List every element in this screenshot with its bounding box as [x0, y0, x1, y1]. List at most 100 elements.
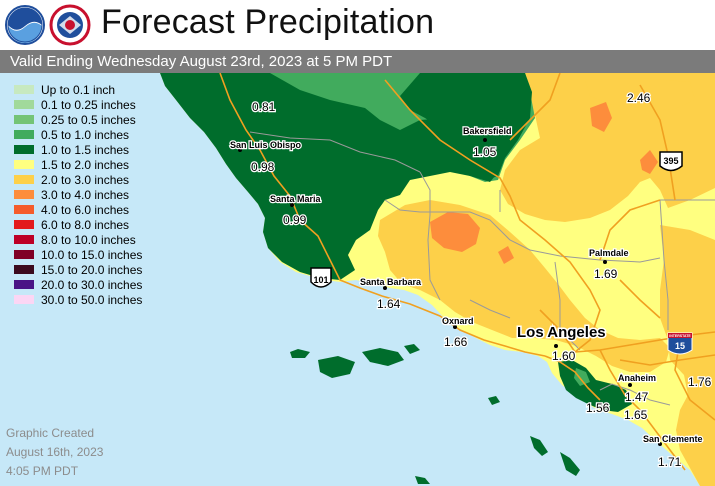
- city-label-los-angeles: Los Angeles: [517, 324, 606, 341]
- legend-item: 0.5 to 1.0 inches: [14, 127, 142, 142]
- island-6: [530, 436, 548, 456]
- island-5: [488, 396, 500, 405]
- city-label-san-luis-obispo: San Luis Obispo: [230, 140, 302, 150]
- legend-label: 0.1 to 0.25 inches: [41, 97, 136, 112]
- island-7: [560, 452, 580, 476]
- island-8: [415, 476, 430, 484]
- precip-value: 2.46: [627, 91, 651, 105]
- land-light-orange-east: [500, 73, 715, 222]
- noaa-logo-icon: [5, 5, 45, 45]
- legend: Up to 0.1 inch 0.1 to 0.25 inches 0.25 to …: [14, 82, 142, 307]
- land-orange-2: [590, 102, 612, 132]
- legend-item: 15.0 to 20.0 inches: [14, 262, 142, 277]
- hwy-395-shield-icon: 395: [659, 151, 683, 172]
- header: Forecast Precipitation: [0, 0, 715, 50]
- island-1: [290, 349, 310, 358]
- precip-value: 1.65: [624, 408, 648, 422]
- highways: [219, 73, 715, 471]
- legend-item: Up to 0.1 inch: [14, 82, 142, 97]
- island-2: [318, 356, 355, 378]
- precip-value: 0.99: [283, 213, 307, 227]
- legend-label: 15.0 to 20.0 inches: [41, 262, 143, 277]
- legend-item: 20.0 to 30.0 inches: [14, 277, 142, 292]
- legend-label: 0.5 to 1.0 inches: [41, 127, 130, 142]
- land-dark-green-coast: [160, 73, 505, 280]
- precip-value: 1.76: [688, 375, 712, 389]
- hwy-395-label: 395: [663, 156, 678, 166]
- legend-swatch: [14, 280, 34, 289]
- county-boundaries: [249, 131, 715, 406]
- legend-swatch: [14, 190, 34, 199]
- legend-item: 4.0 to 6.0 inches: [14, 202, 142, 217]
- valid-time-banner: Valid Ending Wednesday August 23rd, 2023…: [0, 50, 715, 73]
- legend-swatch: [14, 175, 34, 184]
- legend-swatch: [14, 160, 34, 169]
- legend-swatch: [14, 250, 34, 259]
- legend-item: 6.0 to 8.0 inches: [14, 217, 142, 232]
- legend-label: 1.5 to 2.0 inches: [41, 157, 130, 172]
- legend-swatch: [14, 295, 34, 304]
- city-label-santa-maria: Santa Maria: [270, 194, 322, 204]
- legend-swatch: [14, 205, 34, 214]
- land-light-orange-ne: [585, 78, 695, 110]
- legend-label: 2.0 to 3.0 inches: [41, 172, 130, 187]
- precip-value: 0.81: [252, 100, 276, 114]
- legend-item: 1.5 to 2.0 inches: [14, 157, 142, 172]
- precip-value: 1.56: [586, 401, 610, 415]
- legend-swatch: [14, 115, 34, 124]
- legend-label: 20.0 to 30.0 inches: [41, 277, 143, 292]
- city-label-anaheim: Anaheim: [618, 373, 656, 383]
- legend-item: 8.0 to 10.0 inches: [14, 232, 142, 247]
- legend-item: 30.0 to 50.0 inches: [14, 292, 142, 307]
- legend-item: 3.0 to 4.0 inches: [14, 187, 142, 202]
- legend-label: 4.0 to 6.0 inches: [41, 202, 130, 217]
- graphic-created-note: Graphic Created August 16th, 2023 4:05 P…: [6, 424, 103, 481]
- legend-item: 10.0 to 15.0 inches: [14, 247, 142, 262]
- legend-swatch: [14, 235, 34, 244]
- city-label-san-clemente: San Clemente: [643, 434, 703, 444]
- precip-value: 1.47: [625, 390, 649, 404]
- land-orange-1: [430, 212, 480, 252]
- precip-value: 1.71: [658, 455, 682, 469]
- island-4: [404, 344, 420, 354]
- legend-swatch: [14, 130, 34, 139]
- land-dark-green-ne: [400, 73, 532, 180]
- interstate-banner: INTERSTATE: [669, 334, 691, 338]
- legend-label: 8.0 to 10.0 inches: [41, 232, 136, 247]
- city-label-santa-barbara: Santa Barbara: [360, 277, 422, 287]
- land-light-orange-se: [660, 225, 715, 486]
- legend-label: 1.0 to 1.5 inches: [41, 142, 130, 157]
- city-label-bakersfield: Bakersfield: [463, 126, 512, 136]
- legend-label: 30.0 to 50.0 inches: [41, 292, 143, 307]
- land-mid-green-la: [574, 368, 590, 386]
- legend-item: 2.0 to 3.0 inches: [14, 172, 142, 187]
- land-orange-4: [498, 246, 514, 264]
- land-orange-3: [640, 150, 658, 174]
- legend-label: 6.0 to 8.0 inches: [41, 217, 130, 232]
- legend-label: 10.0 to 15.0 inches: [41, 247, 143, 262]
- interstate-15-shield-icon: INTERSTATE 15: [667, 332, 693, 355]
- legend-swatch: [14, 220, 34, 229]
- legend-swatch: [14, 265, 34, 274]
- precip-value: 1.64: [377, 297, 401, 311]
- island-3: [362, 348, 404, 366]
- hwy-101-shield-icon: 101: [310, 267, 332, 288]
- precipitation-map: 101 395 INTERSTATE 15 San Luis Obispo Sa…: [0, 73, 715, 486]
- hwy-15-label: 15: [675, 341, 685, 351]
- page-title: Forecast Precipitation: [101, 3, 435, 41]
- legend-item: 1.0 to 1.5 inches: [14, 142, 142, 157]
- precip-value: 1.69: [594, 267, 618, 281]
- precip-value: 0.98: [251, 160, 275, 174]
- legend-swatch: [14, 100, 34, 109]
- created-line-1: Graphic Created: [6, 426, 95, 440]
- city-label-palmdale: Palmdale: [589, 248, 629, 258]
- precip-value: 1.66: [444, 335, 468, 349]
- legend-swatch: [14, 85, 34, 94]
- created-line-2: August 16th, 2023: [6, 445, 104, 459]
- created-line-3: 4:05 PM PDT: [6, 464, 79, 478]
- city-label-oxnard: Oxnard: [442, 316, 474, 326]
- legend-label: 0.25 to 0.5 inches: [41, 112, 136, 127]
- agency-logos: [5, 4, 91, 46]
- city-dots: [238, 138, 662, 446]
- precip-value: 1.05: [473, 145, 497, 159]
